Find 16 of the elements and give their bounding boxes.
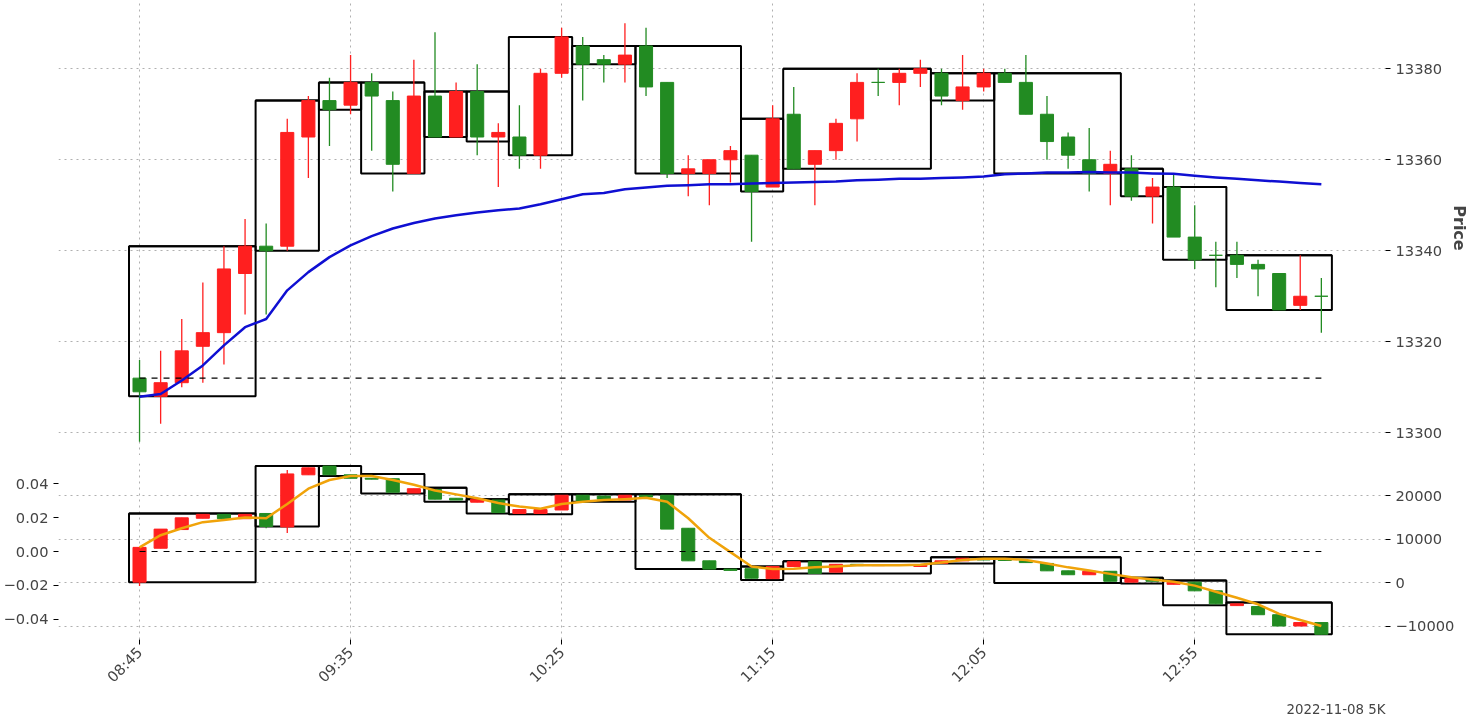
y-tick-label: 13300	[1395, 423, 1443, 441]
y-tick-label: 13360	[1395, 150, 1443, 168]
y-tick-label: 13320	[1395, 332, 1443, 350]
y-tick-label: −0.04	[3, 610, 49, 628]
y2-tick-label: −10000	[1395, 617, 1455, 635]
y-axis-title: Price	[1450, 205, 1470, 251]
y-tick-label: 0.02	[15, 508, 49, 526]
y-tick-label: −0.02	[3, 576, 49, 594]
y-tick-label: 0.00	[15, 542, 49, 560]
y2-tick-label: 10000	[1395, 530, 1443, 548]
y2-tick-label: 20000	[1395, 486, 1443, 504]
y-tick-label: 13340	[1395, 241, 1443, 259]
y2-tick-label: 0	[1395, 573, 1405, 591]
text: 2022-11-08 5K	[1286, 701, 1387, 717]
y-tick-label: 13380	[1395, 59, 1443, 77]
y-tick-label: 0.04	[15, 474, 49, 492]
